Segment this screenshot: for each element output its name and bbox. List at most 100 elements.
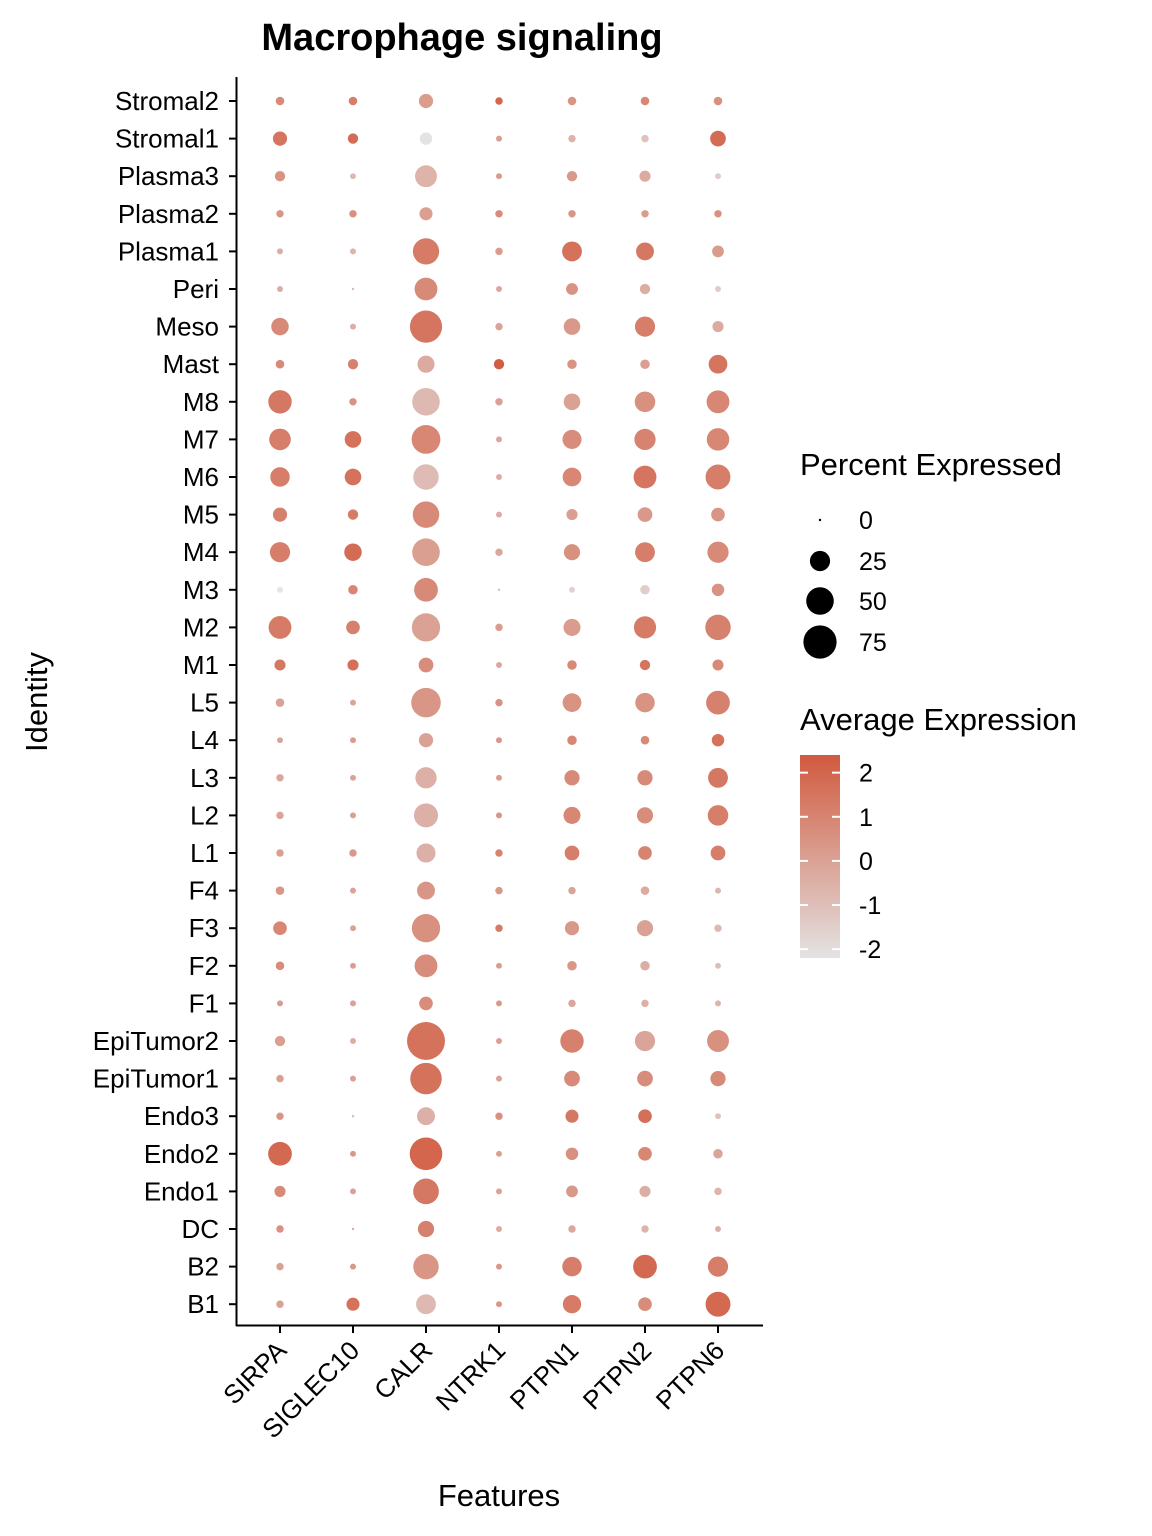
dot-point — [715, 1113, 721, 1120]
y-tick-label: Meso — [155, 312, 219, 342]
dot-point — [560, 1029, 584, 1053]
dot-point — [412, 501, 440, 528]
dot-point — [407, 1022, 445, 1060]
dot-point — [705, 464, 731, 490]
dot-point — [562, 241, 582, 262]
dot-point — [569, 586, 575, 593]
dot-point — [641, 999, 649, 1008]
dot-point — [566, 171, 578, 182]
x-axis-title: Features — [438, 1478, 560, 1513]
y-tick-label: M6 — [183, 462, 219, 492]
dot-point — [414, 577, 438, 602]
y-tick-label: Endo3 — [144, 1101, 219, 1131]
dot-point — [347, 133, 359, 144]
y-tick-label: L4 — [190, 725, 219, 755]
dot-point — [411, 613, 441, 642]
dot-point — [562, 429, 582, 449]
legend-size-title: Percent Expressed — [800, 447, 1062, 482]
y-tick-label: F1 — [189, 988, 219, 1018]
y-tick-label: F2 — [189, 951, 219, 981]
dot-point — [415, 767, 437, 789]
dot-point — [415, 165, 437, 188]
legend-size-label: 0 — [859, 507, 873, 535]
x-tick-label: NTRK1 — [430, 1335, 511, 1416]
dot-point — [495, 849, 503, 857]
dot-point — [277, 1000, 283, 1007]
y-tick-label: Stromal1 — [115, 124, 219, 154]
dot-point — [276, 774, 284, 782]
dot-point — [495, 548, 503, 556]
dot-point — [634, 316, 656, 337]
y-tick-label: F3 — [189, 913, 219, 943]
dot-point — [350, 887, 356, 894]
y-axis-title: Identity — [19, 652, 54, 752]
dot-point — [636, 242, 654, 261]
dot-point — [562, 1295, 582, 1314]
dot-point — [640, 585, 650, 595]
y-tick-label: DC — [181, 1214, 219, 1244]
y-tick-label: Peri — [173, 274, 219, 304]
dot-point — [563, 806, 581, 824]
dot-point — [411, 687, 441, 718]
dot-point — [414, 277, 438, 301]
dot-point — [351, 1227, 355, 1231]
dot-point — [268, 615, 292, 639]
dot-point — [639, 283, 651, 295]
dot-point — [271, 317, 289, 336]
y-tick-label: M3 — [183, 575, 219, 605]
dot-point — [641, 1225, 649, 1233]
dot-point — [641, 210, 649, 218]
dot-point — [350, 1075, 356, 1082]
y-tick-label: M8 — [183, 387, 219, 417]
dot-point — [707, 1256, 729, 1277]
dot-point — [496, 1226, 502, 1232]
dot-point — [277, 586, 283, 593]
dot-point — [708, 354, 728, 374]
y-tick-label: Plasma1 — [118, 236, 219, 266]
dot-point — [712, 321, 724, 333]
legend-size-label: 50 — [859, 588, 887, 616]
y-tick-label: Endo1 — [144, 1176, 219, 1206]
dot-point — [346, 620, 360, 635]
dot-point — [497, 588, 501, 591]
colorbar — [800, 755, 840, 958]
dot-point — [350, 248, 356, 255]
dot-point — [705, 1291, 731, 1317]
dot-point — [710, 845, 726, 861]
dot-point — [274, 659, 286, 671]
dot-point — [639, 1185, 651, 1197]
dot-point — [713, 96, 723, 106]
dot-point — [638, 1146, 652, 1161]
dot-point — [706, 390, 730, 414]
dot-point — [417, 355, 435, 373]
y-tick-label: Endo2 — [144, 1139, 219, 1169]
dot-marks — [268, 93, 731, 1317]
dot-point — [413, 1253, 439, 1280]
dot-point — [418, 733, 434, 748]
dot-point — [563, 544, 581, 561]
dot-point — [711, 507, 725, 522]
dot-point — [640, 359, 650, 369]
y-tick-label: Plasma2 — [118, 199, 219, 229]
dot-point — [277, 286, 283, 292]
y-tick-label: M7 — [183, 424, 219, 454]
legend-color-label: 0 — [859, 848, 873, 876]
dot-point — [495, 698, 503, 707]
x-tick-label: PTPN1 — [504, 1335, 584, 1415]
dot-point — [416, 843, 436, 863]
dot-point — [351, 287, 355, 291]
dot-point — [276, 1112, 284, 1120]
y-tick-label: EpiTumor1 — [93, 1064, 219, 1094]
dot-point — [568, 210, 576, 218]
dot-point — [715, 1000, 721, 1007]
dot-point — [496, 1263, 502, 1270]
dot-point — [711, 583, 725, 597]
dot-point — [275, 961, 285, 971]
y-tick-label: L3 — [190, 763, 219, 793]
dot-point — [495, 210, 503, 218]
dot-point — [493, 359, 505, 370]
dot-point — [715, 887, 721, 894]
legend-size-label: 75 — [859, 629, 887, 657]
dot-point — [417, 1220, 435, 1238]
